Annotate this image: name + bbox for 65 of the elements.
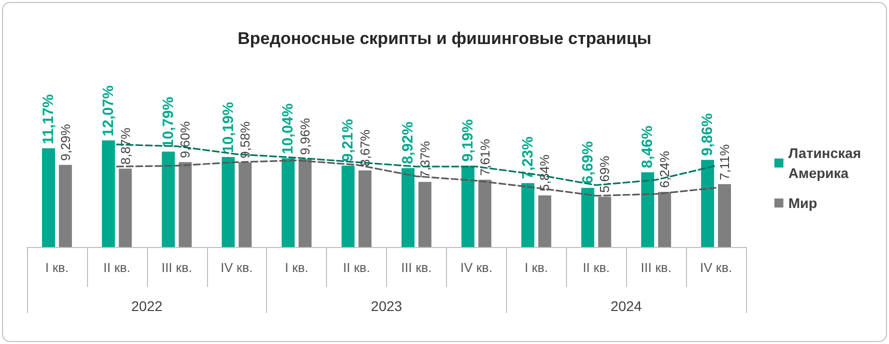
bar (102, 140, 115, 247)
bar (701, 160, 714, 247)
x-tick-label: IV кв. (460, 260, 492, 275)
bar (162, 152, 175, 247)
x-tick-label: III кв. (640, 260, 672, 275)
bar (478, 180, 492, 247)
x-tick-label: II кв. (582, 260, 610, 275)
x-tick-label: I кв. (284, 260, 308, 275)
data-label: 7,23% (519, 136, 536, 180)
bar (358, 170, 372, 247)
data-label: 8,87% (118, 127, 133, 165)
bar (298, 158, 312, 247)
bar (418, 182, 432, 247)
data-label: 7,61% (477, 138, 492, 176)
bar (238, 162, 252, 247)
data-label: 8,92% (400, 122, 417, 164)
chart-title: Вредоносные скрипты и фишинговые страницы (238, 29, 652, 48)
x-tick-label: III кв. (401, 260, 432, 275)
bar (718, 184, 731, 247)
bar (178, 162, 192, 247)
data-label: 9,21% (340, 119, 357, 162)
bar (222, 156, 235, 247)
bar (402, 168, 415, 247)
data-label: 10,19% (220, 102, 237, 153)
data-label: 9,60% (178, 120, 193, 158)
x-tick-label: I кв. (524, 260, 548, 275)
x-tick-label: II кв. (343, 260, 370, 275)
x-tick-label: IV кв. (700, 260, 732, 275)
bar (581, 188, 594, 247)
bar (58, 164, 72, 247)
bar (118, 168, 132, 247)
data-label: 8,46% (639, 126, 656, 168)
data-label: 9,29% (58, 124, 73, 161)
legend-label: Латинская Америка (788, 145, 861, 181)
x-tick-label: III кв. (161, 260, 192, 275)
text: 2023 (370, 298, 402, 314)
bar (282, 158, 295, 247)
text: 2022 (131, 298, 163, 314)
bar (641, 172, 654, 247)
text: 2024 (610, 298, 642, 314)
data-label: 6,69% (579, 141, 596, 184)
bar (461, 166, 474, 247)
bar (342, 166, 355, 247)
data-label: 8,67% (357, 129, 372, 166)
data-label: 11,17% (40, 94, 58, 144)
x-tick-label: II кв. (103, 260, 130, 275)
data-label: 10,04% (280, 103, 297, 154)
data-label: 7,11% (716, 144, 732, 180)
data-label: 5,69% (597, 155, 612, 193)
data-label: 9,96% (298, 118, 313, 155)
x-tick-label: IV кв. (220, 260, 253, 275)
legend-label: Мир (788, 195, 818, 211)
data-label: 9,86% (699, 113, 716, 156)
bar (521, 183, 534, 247)
bar (598, 196, 612, 247)
bar (658, 192, 672, 247)
data-label: 7,37% (417, 140, 432, 178)
data-label: 10,79% (160, 96, 177, 148)
x-tick-label: I кв. (45, 260, 69, 275)
data-label: 6,24% (657, 150, 672, 188)
data-label: 9,58% (238, 121, 253, 158)
bar (538, 195, 552, 247)
data-label: 9,19% (459, 119, 476, 162)
bar (42, 148, 56, 247)
data-label: 12,07% (100, 85, 117, 136)
